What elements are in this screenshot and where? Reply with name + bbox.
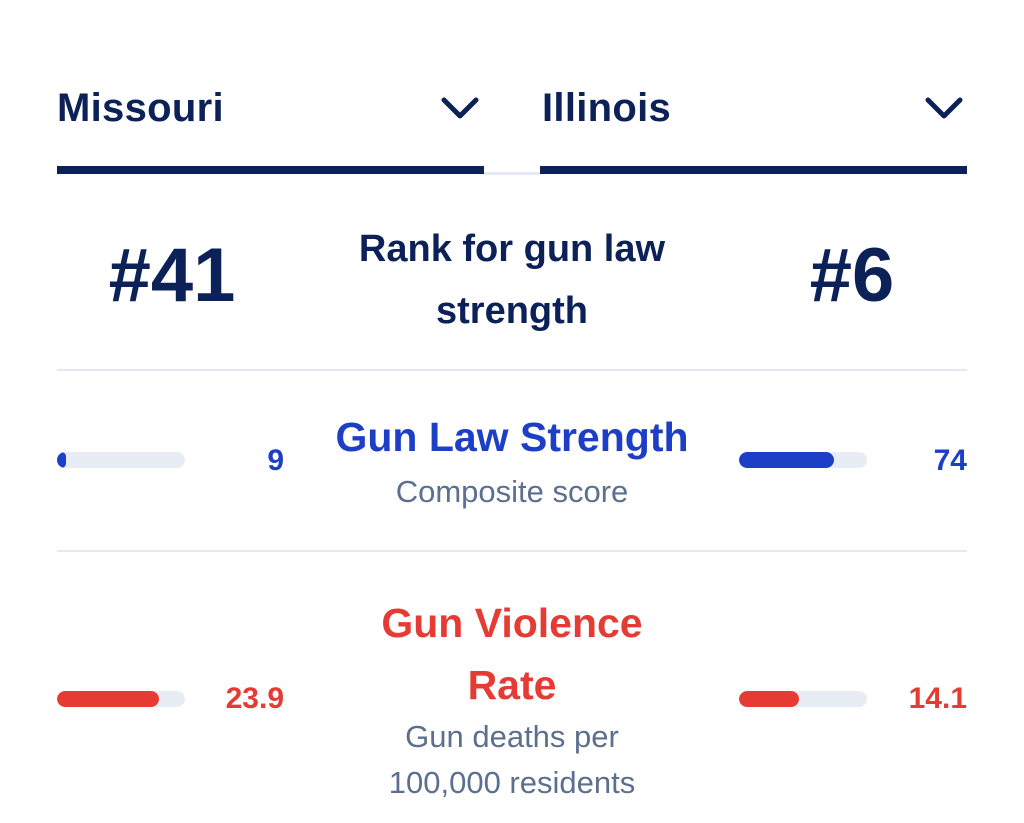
metric-subtitle-gun-deaths: Gun deaths per 100,000 residents: [388, 719, 636, 800]
right-violence-rate-bar-fill: [739, 691, 800, 707]
chevron-down-icon: [441, 97, 479, 119]
left-state-dropdown[interactable]: Missouri: [57, 76, 484, 176]
right-state-name: Illinois: [542, 86, 672, 130]
right-law-strength-bar-fill: [739, 452, 834, 468]
right-state-dropdown[interactable]: Illinois: [540, 76, 967, 176]
chevron-down-icon: [925, 97, 963, 119]
right-law-strength-bar: [739, 452, 867, 468]
right-selector-underline: [540, 166, 967, 174]
left-selector-underline: [57, 166, 484, 174]
rank-caption: Rank for gun law strength: [358, 228, 666, 332]
left-law-strength-bar-fill: [57, 452, 66, 468]
metric-title-gun-law-strength: Gun Law Strength: [335, 414, 689, 460]
left-state-name: Missouri: [57, 86, 224, 130]
metric-subtitle-composite-score: Composite score: [395, 474, 629, 509]
left-law-strength-value: 9: [267, 444, 284, 477]
row-divider: [57, 550, 967, 552]
left-rank-value: #41: [108, 233, 236, 318]
left-violence-rate-value: 23.9: [225, 682, 284, 715]
left-violence-rate-bar-fill: [57, 691, 160, 707]
right-violence-rate-bar: [739, 691, 867, 707]
right-law-strength-value: 74: [933, 444, 967, 477]
right-rank-value: #6: [809, 233, 895, 318]
right-violence-rate-value: 14.1: [908, 682, 967, 715]
selector-gap-divider: [484, 172, 540, 175]
metric-title-gun-violence-rate: Gun Violence Rate: [381, 600, 643, 708]
left-violence-rate-bar: [57, 691, 185, 707]
row-divider: [57, 369, 967, 371]
left-law-strength-bar: [57, 452, 185, 468]
